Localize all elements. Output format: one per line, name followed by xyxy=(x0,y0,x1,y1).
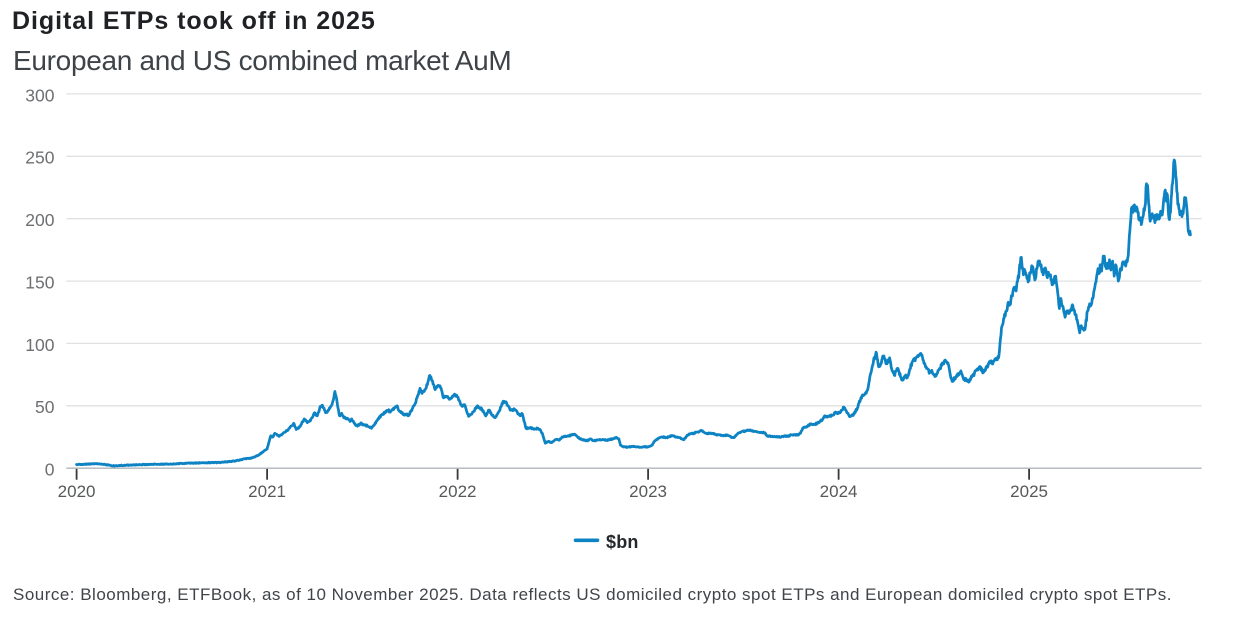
svg-text:2024: 2024 xyxy=(820,482,858,501)
svg-text:2021: 2021 xyxy=(248,482,286,501)
svg-text:$bn: $bn xyxy=(606,532,639,552)
svg-text:0: 0 xyxy=(45,460,55,480)
svg-text:200: 200 xyxy=(25,210,54,230)
svg-text:300: 300 xyxy=(25,85,54,105)
svg-text:2020: 2020 xyxy=(58,482,96,501)
svg-text:100: 100 xyxy=(25,335,54,355)
svg-text:2023: 2023 xyxy=(629,482,667,501)
svg-text:50: 50 xyxy=(35,397,55,417)
svg-text:250: 250 xyxy=(25,148,54,168)
svg-text:150: 150 xyxy=(25,273,54,293)
svg-text:2022: 2022 xyxy=(439,482,477,501)
svg-text:2025: 2025 xyxy=(1010,482,1048,501)
